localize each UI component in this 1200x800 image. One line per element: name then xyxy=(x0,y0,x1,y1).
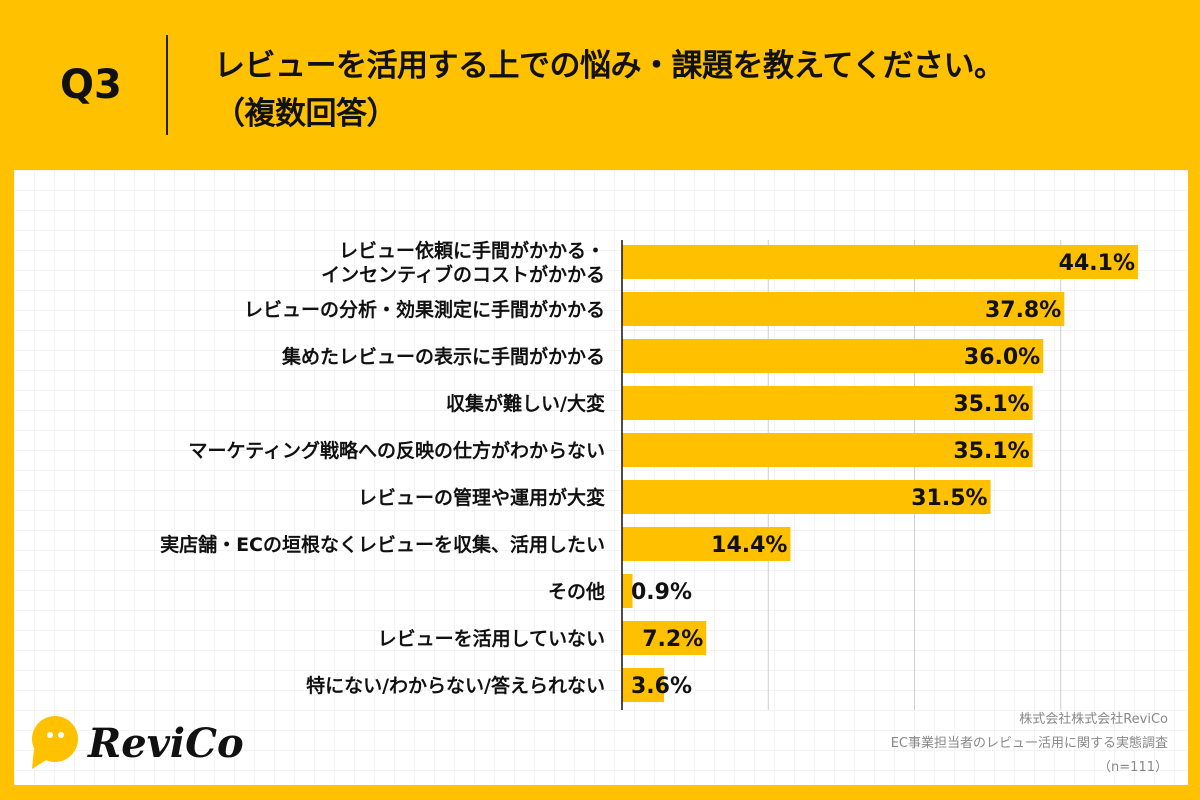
bar xyxy=(622,527,791,561)
category-label: 特にない/わからない/答えられない xyxy=(306,674,605,697)
data-label: 44.1% xyxy=(1059,251,1135,276)
category-label: 実店舗・ECの垣根なくレビューを収集、活用したい xyxy=(160,533,605,556)
category-label: 集めたレビューの表示に手間がかかる xyxy=(281,345,605,368)
category-label: レビュー依頼に手間がかかる・ xyxy=(339,239,605,262)
category-label: 収集が難しい/大変 xyxy=(446,392,605,415)
bar xyxy=(622,245,1138,279)
data-label: 36.0% xyxy=(964,345,1040,370)
logo-text: ReviCo xyxy=(88,719,244,767)
credit-sample-size: （n=111） xyxy=(1098,760,1168,775)
data-label: 37.8% xyxy=(985,298,1061,323)
bar xyxy=(622,386,1033,420)
credits: 株式会社株式会社ReviCo EC事業担当者のレビュー活用に関する実態調査 （n… xyxy=(891,708,1168,780)
question-number: Q3 xyxy=(60,62,122,108)
chart-panel xyxy=(14,170,1188,785)
category-label: レビューを活用していない xyxy=(378,627,605,650)
bar xyxy=(622,433,1033,467)
category-label: その他 xyxy=(548,580,605,603)
category-label: インセンティブのコストがかかる xyxy=(321,263,605,286)
page-title: レビューを活用する上での悩み・課題を教えてください。 （複数回答） xyxy=(214,42,1005,138)
title-line-2: （複数回答） xyxy=(214,96,397,132)
data-label: 35.1% xyxy=(953,392,1029,417)
title-line-1: レビューを活用する上での悩み・課題を教えてください。 xyxy=(214,48,1005,84)
bar xyxy=(622,480,991,514)
credit-company: 株式会社株式会社ReviCo xyxy=(1019,712,1168,727)
data-label: 7.2% xyxy=(642,627,703,652)
header-divider xyxy=(166,35,168,135)
speech-bubble-icon xyxy=(32,716,78,769)
bar xyxy=(622,339,1044,373)
data-label: 3.6% xyxy=(631,674,692,699)
category-label: マーケティング戦略への反映の仕方がわからない xyxy=(189,439,605,462)
bar xyxy=(622,621,707,655)
bar xyxy=(622,668,665,702)
data-label: 31.5% xyxy=(911,486,987,511)
credit-survey: EC事業担当者のレビュー活用に関する実態調査 xyxy=(890,736,1168,751)
revico-logo: ReviCo xyxy=(30,715,244,771)
bar xyxy=(622,292,1065,326)
category-label: レビューの管理や運用が大変 xyxy=(358,486,605,509)
data-label: 14.4% xyxy=(711,533,787,558)
category-label: レビューの分析・効果測定に手間がかかる xyxy=(244,298,605,321)
data-label: 0.9% xyxy=(631,580,692,605)
bar xyxy=(622,574,633,608)
data-label: 35.1% xyxy=(953,439,1029,464)
